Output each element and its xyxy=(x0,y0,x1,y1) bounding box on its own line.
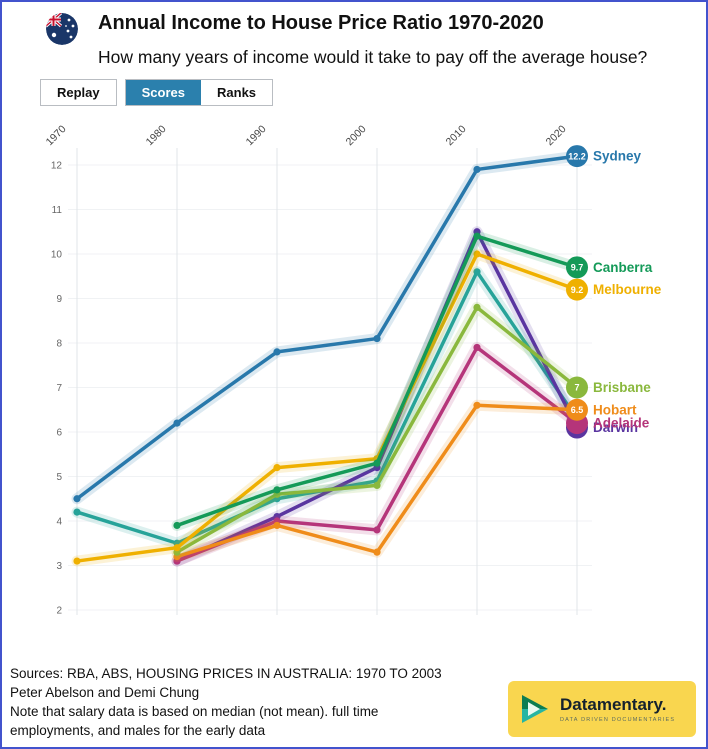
svg-text:12.2: 12.2 xyxy=(568,151,586,161)
svg-text:5: 5 xyxy=(56,472,62,483)
page-subtitle: How many years of income would it take t… xyxy=(98,47,648,67)
datamentary-logo: Datamentary. DATA DRIVEN DOCUMENTARIES xyxy=(508,681,696,737)
svg-text:Brisbane: Brisbane xyxy=(593,380,651,395)
australia-flag-icon xyxy=(46,13,78,45)
ranks-tab[interactable]: Ranks xyxy=(201,79,273,105)
svg-text:8: 8 xyxy=(56,338,62,349)
svg-text:2: 2 xyxy=(56,605,62,616)
svg-text:9: 9 xyxy=(56,294,62,305)
svg-text:Darwin: Darwin xyxy=(593,420,638,435)
datamentary-logo-icon xyxy=(518,692,552,726)
svg-text:Adelaide: Adelaide xyxy=(593,415,650,430)
svg-text:Hobart: Hobart xyxy=(593,402,637,417)
sources-note: Sources: RBA, ABS, HOUSING PRICES IN AUS… xyxy=(10,665,510,741)
svg-text:6.5: 6.5 xyxy=(571,405,584,415)
svg-text:12: 12 xyxy=(51,160,63,171)
svg-text:10: 10 xyxy=(51,249,63,260)
svg-text:2000: 2000 xyxy=(344,123,369,148)
chart-canvas: 2 3 4 5 6 7 8 9 10 11 12 1970 1980 1990 2000 2010 2020 Da… xyxy=(44,123,662,616)
scores-tab[interactable]: Scores xyxy=(125,79,202,105)
source-line-4: employments, and males for the early dat… xyxy=(10,723,266,739)
source-line-1: Sources: RBA, ABS, HOUSING PRICES IN AUS… xyxy=(10,666,442,682)
svg-text:6: 6 xyxy=(56,427,62,438)
view-toggle-group: Scores Ranks xyxy=(124,78,274,106)
page-title: Annual Income to House Price Ratio 1970-… xyxy=(98,12,544,34)
source-line-3: Note that salary data is based on median… xyxy=(10,704,379,720)
svg-text:Melbourne: Melbourne xyxy=(593,282,662,297)
source-line-2: Peter Abelson and Demi Chung xyxy=(10,685,200,701)
svg-text:2010: 2010 xyxy=(444,123,469,148)
logo-tagline: DATA DRIVEN DOCUMENTARIES xyxy=(560,717,676,723)
svg-text:9.2: 9.2 xyxy=(571,285,584,295)
svg-text:Canberra: Canberra xyxy=(593,260,653,275)
svg-text:4: 4 xyxy=(56,516,62,527)
logo-name: Datamentary. xyxy=(560,695,667,714)
toolbar: Replay Scores Ranks xyxy=(40,78,706,106)
svg-text:1970: 1970 xyxy=(44,123,69,148)
svg-text:2020: 2020 xyxy=(544,123,569,148)
line-chart: 2 3 4 5 6 7 8 9 10 11 12 1970 1980 1990 2000 2010 2020 Da… xyxy=(2,110,706,643)
svg-text:9.7: 9.7 xyxy=(571,262,584,272)
svg-text:3: 3 xyxy=(56,561,62,572)
svg-text:7: 7 xyxy=(56,383,62,394)
svg-text:Sydney: Sydney xyxy=(593,148,642,163)
svg-text:7: 7 xyxy=(574,382,579,392)
replay-button[interactable]: Replay xyxy=(40,78,117,106)
header: Annual Income to House Price Ratio 1970-… xyxy=(2,2,706,45)
svg-text:1980: 1980 xyxy=(144,123,169,148)
svg-text:1990: 1990 xyxy=(244,123,269,148)
svg-text:11: 11 xyxy=(52,205,63,216)
